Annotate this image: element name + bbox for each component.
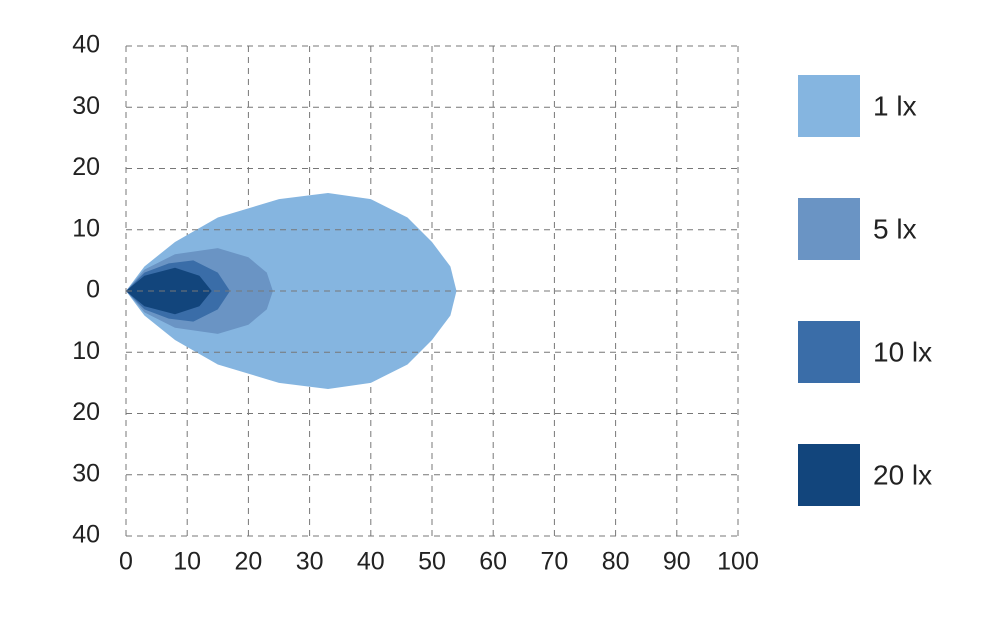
x-tick-label: 40	[357, 548, 385, 576]
x-tick-label: 60	[479, 548, 507, 576]
legend-label: 1 lx	[873, 90, 917, 121]
legend-swatch	[798, 321, 860, 383]
y-tick-label: 30	[72, 92, 100, 120]
isolux-area	[126, 267, 212, 315]
y-tick-label: 10	[72, 214, 100, 242]
y-tick-label: 20	[72, 153, 100, 181]
y-tick-label: 0	[86, 276, 100, 304]
y-tick-label: 40	[72, 31, 100, 59]
x-tick-label: 90	[663, 548, 691, 576]
y-tick-label: 30	[72, 459, 100, 487]
y-tick-label: 40	[72, 521, 100, 549]
legend-label: 20 lx	[873, 459, 932, 490]
legend-swatch	[798, 75, 860, 137]
y-tick-label: 20	[72, 398, 100, 426]
x-tick-label: 100	[717, 548, 759, 576]
legend-swatch	[798, 198, 860, 260]
legend-label: 5 lx	[873, 213, 917, 244]
x-tick-label: 70	[540, 548, 568, 576]
x-tick-label: 20	[234, 548, 262, 576]
x-tick-label: 30	[296, 548, 324, 576]
x-tick-label: 10	[173, 548, 201, 576]
y-tick-label: 10	[72, 337, 100, 365]
x-tick-label: 0	[119, 548, 133, 576]
legend-swatch	[798, 444, 860, 506]
legend-label: 10 lx	[873, 336, 932, 367]
x-tick-label: 80	[602, 548, 630, 576]
x-tick-label: 50	[418, 548, 446, 576]
